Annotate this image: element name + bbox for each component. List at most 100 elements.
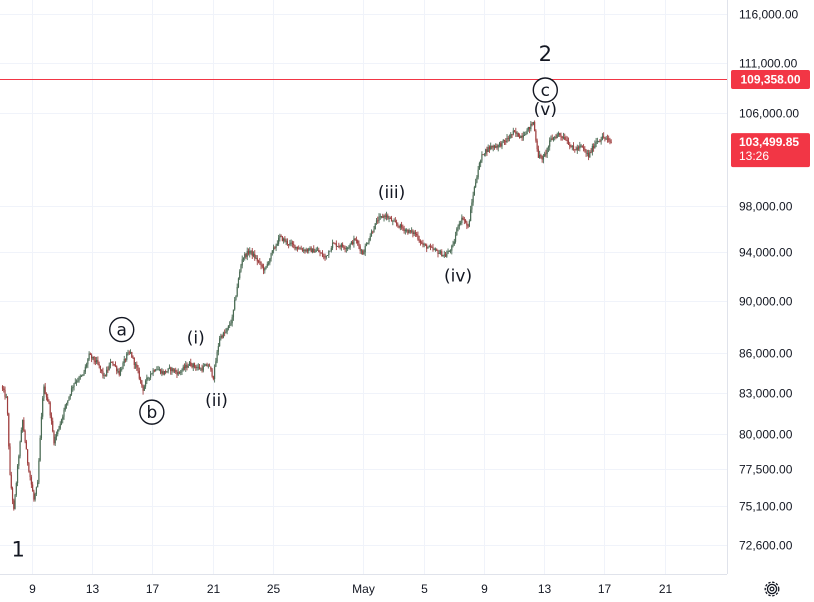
candle-body	[608, 138, 610, 140]
candle-body	[584, 148, 586, 151]
candle-body	[576, 147, 578, 151]
candle-body	[197, 366, 199, 368]
candle-body	[274, 247, 276, 249]
candle-body	[288, 244, 290, 245]
candle-body	[157, 369, 159, 371]
candle-body	[259, 261, 261, 263]
wave-label: 1	[12, 538, 25, 562]
candle-body	[416, 234, 418, 236]
candle-body	[152, 370, 154, 374]
candle-body	[501, 141, 503, 147]
price-tick-label: 77,500.00	[739, 463, 793, 477]
candle-body	[13, 500, 15, 509]
wave-label-circle	[532, 77, 558, 103]
candle-body	[403, 228, 405, 232]
candle-body	[536, 140, 538, 150]
candle-body	[229, 324, 231, 326]
candle-body	[471, 202, 473, 210]
candle-body	[334, 243, 336, 245]
time-tick-label: 13	[86, 582, 100, 596]
price-axis[interactable]: 116,000.00 111,000.00 106,000.00 98,000.00 9…	[739, 8, 799, 553]
candle-body	[225, 331, 227, 333]
candle-body	[23, 419, 25, 432]
candle-body	[393, 220, 395, 222]
candle-body	[340, 244, 342, 248]
candle-body	[16, 465, 19, 484]
candle-body	[526, 129, 528, 135]
candle-body	[266, 263, 268, 267]
candle-body	[475, 182, 477, 188]
candle-body	[236, 287, 238, 296]
candle-body	[348, 247, 350, 249]
candle-body	[321, 253, 324, 257]
candle-body	[324, 256, 326, 258]
candle-body	[451, 245, 453, 251]
time-tick-label: 17	[146, 582, 160, 596]
candle-body	[438, 253, 440, 254]
candle-body	[609, 139, 611, 142]
candle-body	[167, 368, 169, 372]
candle-body	[232, 309, 235, 318]
countdown-label: 13:26	[739, 149, 769, 163]
candle-body	[404, 230, 406, 232]
candle-body	[87, 359, 89, 365]
candle-body	[67, 400, 69, 404]
candle-body	[461, 217, 463, 224]
candle-body	[529, 127, 531, 130]
candle-body	[581, 145, 583, 148]
candle-body	[537, 149, 539, 158]
candle-body	[44, 386, 46, 395]
candle-body	[195, 366, 197, 369]
price-tick-label: 116,000.00	[739, 8, 798, 22]
candle-body	[240, 265, 242, 272]
candle-body	[586, 153, 588, 154]
candle-body	[486, 149, 488, 153]
candle-body	[480, 160, 482, 164]
time-tick-label: 25	[267, 582, 281, 596]
candle-body	[385, 215, 388, 217]
candle-body	[342, 244, 344, 247]
candle-body	[27, 449, 29, 464]
candle-body	[109, 362, 112, 366]
candle-body	[308, 248, 310, 252]
candle-body	[372, 231, 374, 233]
candle-body	[153, 370, 155, 372]
candle-body	[534, 121, 536, 131]
time-axis[interactable]: 9 13 17 21 25 May 5 9 13 17 21	[29, 582, 672, 596]
candle-body	[265, 266, 267, 269]
candle-body	[493, 145, 496, 148]
candle-body	[114, 365, 117, 367]
candle-body	[113, 364, 115, 366]
candle-body	[320, 252, 322, 254]
candle-body	[180, 371, 182, 373]
candle-body	[476, 177, 478, 183]
candle-body	[414, 232, 417, 235]
candle-body	[104, 374, 107, 376]
candle-body	[88, 353, 90, 360]
candle-body	[465, 220, 467, 223]
candle-body	[411, 230, 413, 232]
candle-body	[522, 135, 524, 138]
candle-body	[485, 149, 487, 154]
candle-body	[384, 215, 386, 217]
candle-body	[441, 251, 443, 257]
candle-body	[605, 138, 607, 140]
candle-body	[492, 145, 494, 148]
candle-body	[589, 151, 591, 158]
gear-icon[interactable]	[764, 581, 780, 597]
candle-body	[112, 362, 114, 365]
candle-body	[473, 187, 475, 196]
candle-body	[559, 133, 561, 136]
candle-body	[14, 494, 16, 509]
candle-body	[585, 150, 587, 154]
candle-body	[353, 238, 355, 245]
candle-body	[394, 220, 396, 223]
time-tick-label: 5	[421, 582, 428, 596]
candle-body	[540, 154, 542, 156]
candle-body	[544, 153, 546, 157]
candle-body	[73, 383, 75, 388]
candle-body	[365, 243, 368, 247]
candle-body	[151, 373, 153, 375]
candle-body	[333, 242, 335, 244]
candle-body	[290, 242, 292, 244]
